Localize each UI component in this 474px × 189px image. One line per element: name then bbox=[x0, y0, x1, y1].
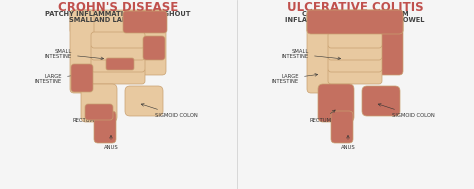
FancyBboxPatch shape bbox=[362, 86, 400, 116]
FancyBboxPatch shape bbox=[94, 111, 116, 143]
FancyBboxPatch shape bbox=[125, 86, 163, 116]
FancyBboxPatch shape bbox=[328, 44, 382, 60]
FancyBboxPatch shape bbox=[143, 36, 165, 60]
FancyBboxPatch shape bbox=[91, 44, 145, 60]
FancyBboxPatch shape bbox=[123, 11, 167, 33]
FancyBboxPatch shape bbox=[85, 104, 113, 120]
FancyBboxPatch shape bbox=[91, 68, 145, 84]
FancyBboxPatch shape bbox=[331, 111, 353, 143]
FancyBboxPatch shape bbox=[81, 84, 117, 122]
Text: SIGMOID COLON: SIGMOID COLON bbox=[141, 104, 198, 118]
FancyBboxPatch shape bbox=[328, 68, 382, 84]
Text: ANUS: ANUS bbox=[104, 135, 118, 150]
Text: LARGE
INTESTINE: LARGE INTESTINE bbox=[35, 74, 81, 84]
Text: LARGE
INTESTINE: LARGE INTESTINE bbox=[272, 74, 318, 84]
FancyBboxPatch shape bbox=[328, 56, 382, 72]
FancyBboxPatch shape bbox=[328, 32, 382, 48]
Text: SMALL
INTESTINE: SMALL INTESTINE bbox=[45, 49, 104, 60]
Text: SMALL
INTESTINE: SMALL INTESTINE bbox=[282, 49, 341, 60]
Text: SMALLAND LARGE BOWEL: SMALLAND LARGE BOWEL bbox=[70, 17, 166, 23]
Text: CROHN'S DISEASE: CROHN'S DISEASE bbox=[58, 1, 178, 14]
FancyBboxPatch shape bbox=[70, 10, 94, 93]
FancyBboxPatch shape bbox=[91, 56, 145, 72]
FancyBboxPatch shape bbox=[307, 10, 403, 34]
FancyBboxPatch shape bbox=[142, 10, 166, 75]
FancyBboxPatch shape bbox=[70, 10, 166, 34]
Text: PATCHY INFLAMMATION THROUGHOUT: PATCHY INFLAMMATION THROUGHOUT bbox=[45, 11, 191, 17]
FancyBboxPatch shape bbox=[71, 64, 93, 92]
FancyBboxPatch shape bbox=[307, 10, 331, 93]
Text: INFLAMMATIONIN THE LARGE BOWEL: INFLAMMATIONIN THE LARGE BOWEL bbox=[285, 17, 425, 23]
Text: RECTUM: RECTUM bbox=[310, 110, 335, 123]
FancyBboxPatch shape bbox=[91, 32, 145, 48]
Text: SIGMOID COLON: SIGMOID COLON bbox=[378, 104, 435, 118]
Text: ANUS: ANUS bbox=[341, 135, 356, 150]
Text: CONTINUOUS AND UNIFORM: CONTINUOUS AND UNIFORM bbox=[301, 11, 408, 17]
FancyBboxPatch shape bbox=[106, 58, 134, 70]
Text: ULCERATIVE COLITIS: ULCERATIVE COLITIS bbox=[287, 1, 423, 14]
FancyBboxPatch shape bbox=[318, 84, 354, 122]
FancyBboxPatch shape bbox=[379, 10, 403, 75]
FancyBboxPatch shape bbox=[307, 10, 403, 34]
Text: RECTUM: RECTUM bbox=[73, 110, 98, 123]
